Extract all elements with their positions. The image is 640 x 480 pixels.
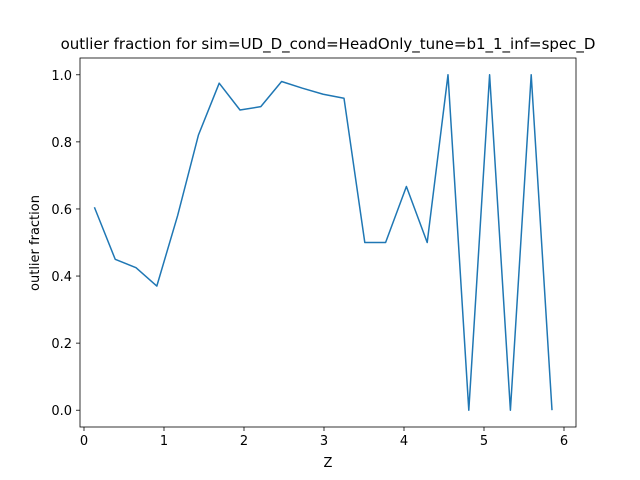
x-tick-label: 3 xyxy=(320,434,328,449)
y-tick-label: 0.8 xyxy=(51,136,72,151)
x-tick-label: 2 xyxy=(240,434,248,449)
x-tick-label: 0 xyxy=(80,434,88,449)
chart-title: outlier fraction for sim=UD_D_cond=HeadO… xyxy=(61,35,596,54)
x-tick-label: 4 xyxy=(400,434,408,449)
y-axis-label: outlier fraction xyxy=(28,195,43,291)
y-tick-label: 0.6 xyxy=(51,203,72,218)
x-tick-label: 1 xyxy=(160,434,168,449)
series-line xyxy=(93,74,553,411)
x-tick-label: 5 xyxy=(480,434,488,449)
y-tick-label: 0.0 xyxy=(51,404,72,419)
x-axis-ticks: 0 1 2 3 4 5 6 xyxy=(80,427,568,449)
x-axis-label: Z xyxy=(324,456,333,471)
y-tick-label: 0.4 xyxy=(51,270,72,285)
y-tick-label: 1.0 xyxy=(51,69,72,84)
axes-frame xyxy=(79,57,577,428)
y-axis-ticks: 0.0 0.2 0.4 0.6 0.8 1.0 xyxy=(51,69,80,419)
x-tick-label: 6 xyxy=(560,434,568,449)
y-tick-label: 0.2 xyxy=(51,337,72,352)
